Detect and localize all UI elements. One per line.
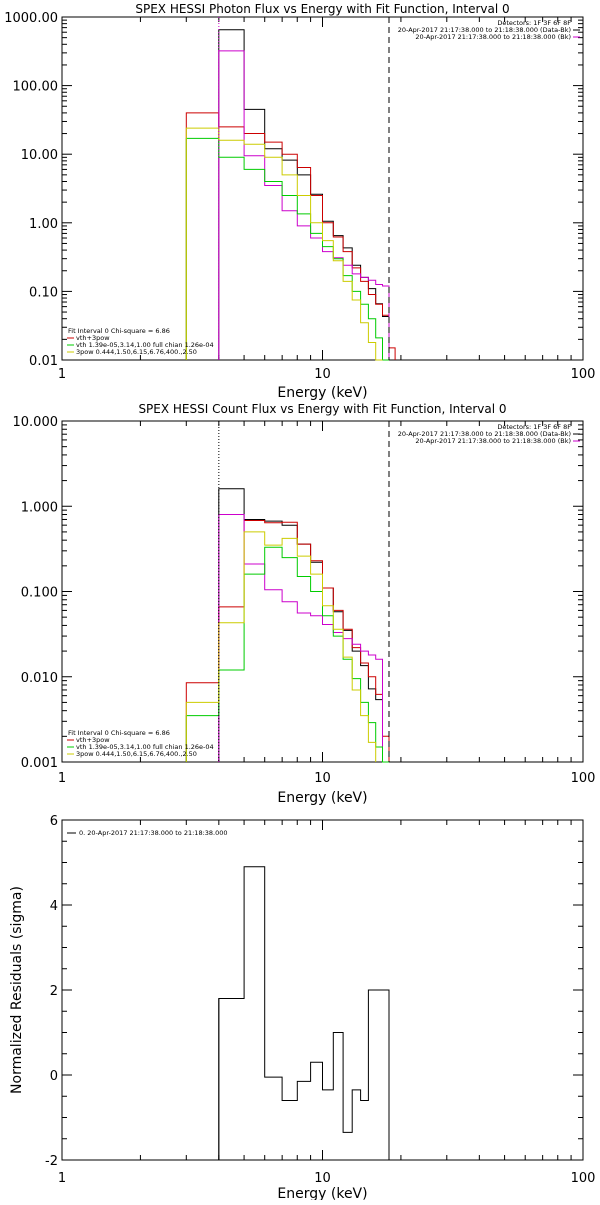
series-4-histogram [185,137,389,361]
legend-entry: 0. 20-Apr-2017 21:17:38.000 to 21:18:38.… [79,829,228,837]
legend-entry: 3pow 0.444,1.50,6.15,6.76,400.,2.50 [76,348,197,356]
plot-frame [61,819,584,1161]
y-tick-label: 0 [50,1069,58,1084]
series-2-histogram [185,112,396,360]
series-3-histogram [218,50,390,360]
legend-entry: Fit Interval 0 Chi-square = 6.86 [68,327,170,335]
legend-entry: vth 1.39e-05,3.14,1.00 full chian 1.26e-… [76,743,214,751]
legend-entry: vth 1.39e-05,3.14,1.00 full chian 1.26e-… [76,341,214,349]
x-axis-label: Energy (keV) [277,790,367,806]
y-tick-label: 0.001 [21,756,58,771]
series-1-histogram [218,866,390,1160]
chart-panel-3: 1 10 100 -2 0 2 4 6 Energy (keV) Normalized Resid… [9,814,596,1202]
legend-entry: 20-Apr-2017 21:17:38.000 to 21:18:38.000… [415,437,571,445]
chart-panel-1: SPEX HESSI Photon Flux vs Energy with Fi… [4,2,595,401]
legend-entry: 20-Apr-2017 21:17:38.000 to 21:18:38.000… [398,430,571,438]
series-2-histogram [185,520,390,762]
y-tick-label: 2 [50,984,58,999]
y-tick-label: -2 [45,1154,58,1169]
legend-entry: vth+3pow [76,334,110,342]
legend-entry: 20-Apr-2017 21:17:38.000 to 21:18:38.000… [415,33,571,41]
series-4-histogram [185,546,389,763]
y-tick-label: 10.000 [13,415,59,430]
plot-frame [61,16,584,361]
x-tick-label: 100 [571,1171,596,1186]
y-tick-label: 0.010 [21,671,58,686]
x-tick-label: 100 [571,367,596,382]
y-tick-label: 6 [50,814,58,829]
series-5-histogram [185,531,377,762]
series-3-histogram [218,514,383,762]
x-tick-label: 1 [58,367,66,382]
x-axis-label: Energy (keV) [277,1186,367,1200]
legend-entry: Fit Interval 0 Chi-square = 6.86 [68,729,170,737]
legend-entry: vth+3pow [76,736,110,744]
y-axis-label: Normalized Residuals (sigma) [9,886,25,1094]
x-tick-label: 1 [58,771,66,786]
y-tick-label: 0.10 [29,285,58,300]
chart-panel-2: SPEX HESSI Count Flux vs Energy with Fit… [13,402,596,806]
chart-title: SPEX HESSI Count Flux vs Energy with Fit… [138,402,506,416]
y-tick-label: 0.100 [21,586,58,601]
x-tick-label: 1 [58,1171,66,1186]
legend-entry: 3pow 0.444,1.50,6.15,6.76,400.,2.50 [76,750,197,758]
y-tick-label: 1.00 [29,217,58,232]
y-tick-label: 10.00 [21,148,58,163]
chart-title: SPEX HESSI Photon Flux vs Energy with Fi… [135,2,509,16]
y-tick-label: 100.00 [13,80,59,95]
legend-entry: Detectors: 1F 3F 6F 8F [497,423,571,431]
x-axis-label: Energy (keV) [277,385,367,401]
y-tick-label: 0.01 [29,354,58,369]
y-tick-label: 1000.00 [4,11,58,26]
x-tick-label: 10 [314,771,331,786]
series-5-histogram [185,127,383,361]
x-tick-label: 100 [571,771,596,786]
x-tick-label: 10 [314,1171,331,1186]
x-tick-label: 10 [314,367,331,382]
y-tick-label: 1.000 [21,500,58,515]
legend-entry: 20-Apr-2017 21:17:38.000 to 21:18:38.000… [398,26,571,34]
legend-entry: Detectors: 1F 3F 6F 8F [497,19,571,27]
y-tick-label: 4 [50,899,58,914]
series-1-histogram [218,488,383,762]
